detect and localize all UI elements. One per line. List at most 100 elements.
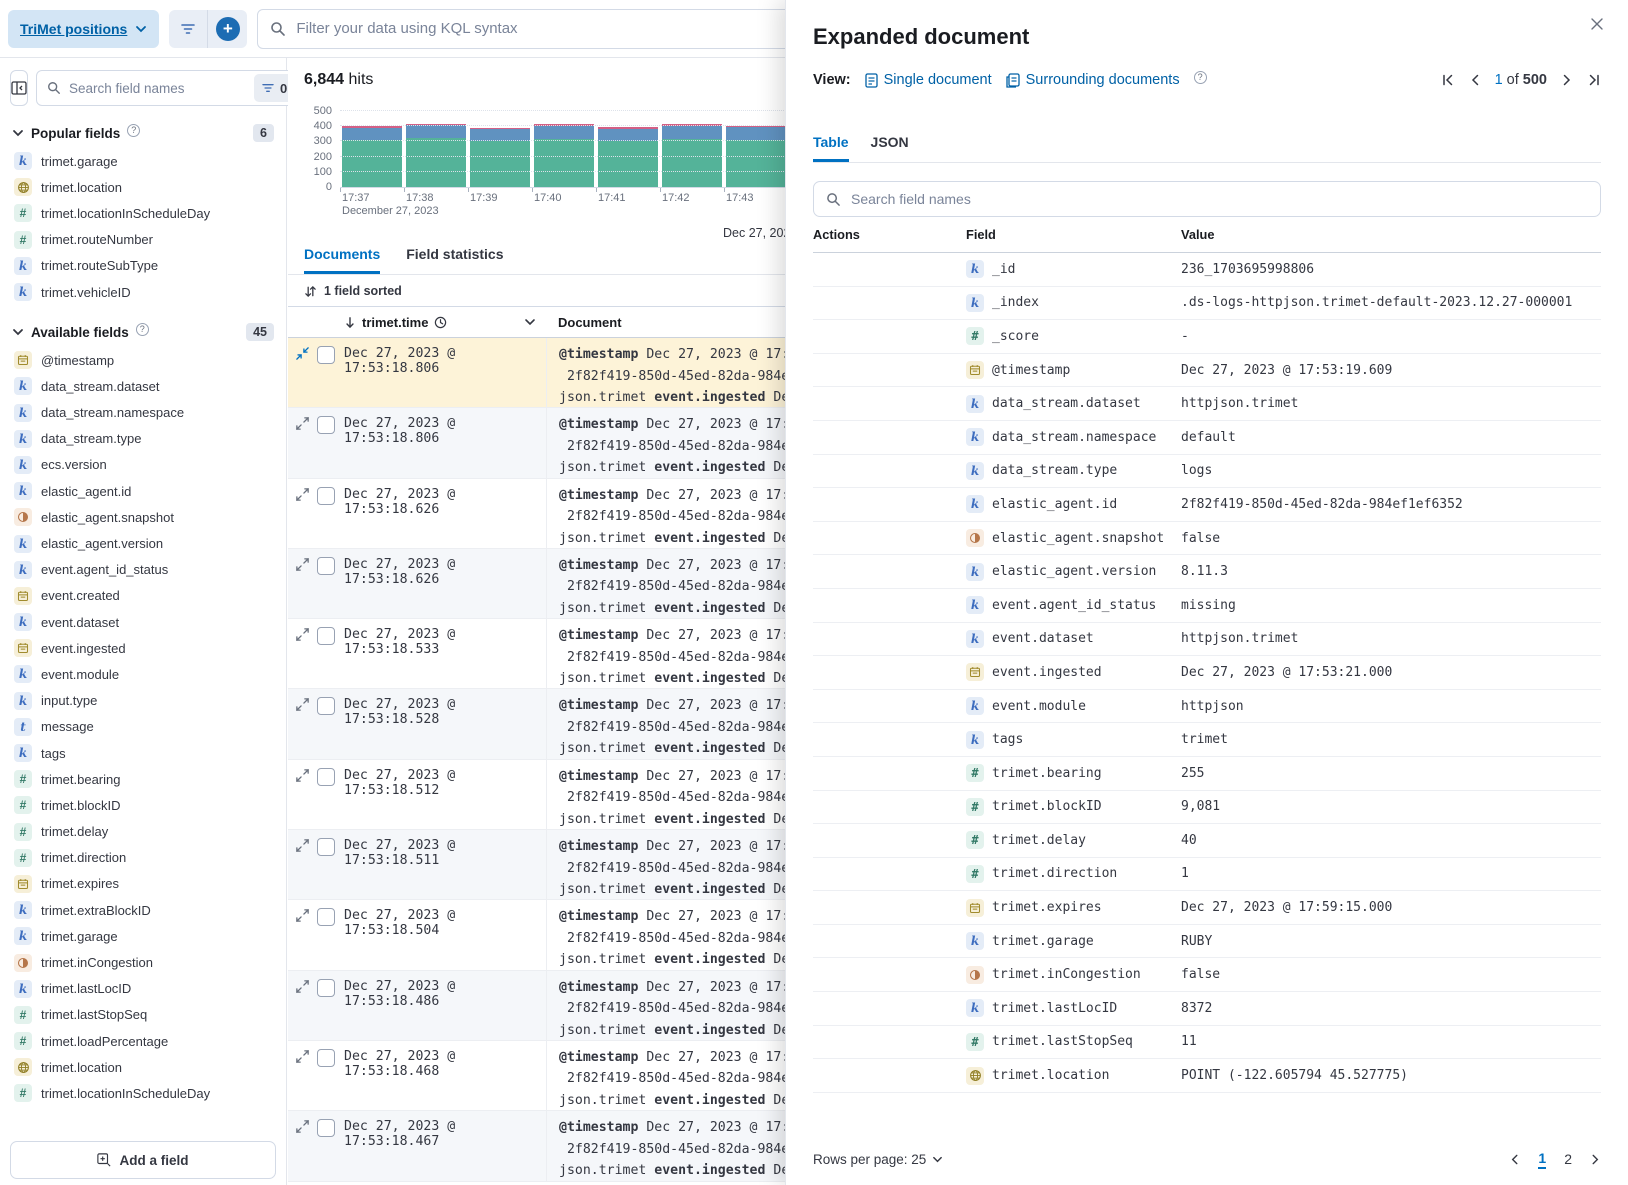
field-item[interactable]: k elastic_agent.id (10, 478, 276, 504)
field-item[interactable]: k tags (10, 740, 276, 766)
last-document-button[interactable] (1587, 73, 1601, 87)
field-item[interactable]: k elastic_agent.version (10, 530, 276, 556)
field-item[interactable]: # trimet.loadPercentage (10, 1028, 276, 1054)
field-item[interactable]: trimet.location (10, 174, 276, 200)
field-item[interactable]: # trimet.direction (10, 845, 276, 871)
field-item[interactable]: event.ingested (10, 635, 276, 661)
field-item[interactable]: k trimet.vehicleID (10, 279, 276, 305)
flyout-field-row[interactable]: k trimet.garage RUBY (813, 925, 1601, 959)
flyout-field-row[interactable]: k event.dataset httpjson.trimet (813, 623, 1601, 657)
flyout-field-row[interactable]: k data_stream.dataset httpjson.trimet (813, 387, 1601, 421)
histogram-bar[interactable] (662, 124, 722, 187)
expand-document-icon[interactable] (295, 1049, 310, 1067)
field-item[interactable]: k trimet.lastLocID (10, 976, 276, 1002)
field-item[interactable]: elastic_agent.snapshot (10, 504, 276, 530)
field-item[interactable]: # trimet.bearing (10, 766, 276, 792)
field-item[interactable]: trimet.inCongestion (10, 949, 276, 975)
view-surrounding-documents-link[interactable]: Surrounding documents (1005, 72, 1180, 88)
field-item[interactable]: trimet.location (10, 1054, 276, 1080)
flyout-field-row[interactable]: trimet.expires Dec 27, 2023 @ 17:59:15.00… (813, 891, 1601, 925)
flyout-field-row[interactable]: # trimet.direction 1 (813, 858, 1601, 892)
field-item[interactable]: k event.dataset (10, 609, 276, 635)
flyout-field-row[interactable]: event.ingested Dec 27, 2023 @ 17:53:21.00… (813, 656, 1601, 690)
histogram-bar[interactable] (470, 127, 530, 187)
column-options-chevron-icon[interactable] (524, 316, 536, 328)
field-item[interactable]: k trimet.extraBlockID (10, 897, 276, 923)
histogram-bar[interactable] (342, 126, 402, 187)
expand-document-icon[interactable] (295, 557, 310, 575)
histogram-bar[interactable] (726, 125, 786, 187)
field-item[interactable]: # trimet.blockID (10, 792, 276, 818)
flyout-field-row[interactable]: # trimet.blockID 9,081 (813, 791, 1601, 825)
field-item[interactable]: # trimet.delay (10, 819, 276, 845)
view-single-document-link[interactable]: Single document (864, 72, 992, 88)
field-item[interactable]: event.created (10, 583, 276, 609)
field-item[interactable]: k event.module (10, 661, 276, 687)
field-item[interactable]: k ecs.version (10, 452, 276, 478)
field-search-bar[interactable]: 0 (36, 70, 301, 106)
expand-document-icon[interactable] (295, 979, 310, 997)
row-checkbox[interactable] (317, 556, 335, 575)
field-item[interactable]: k data_stream.dataset (10, 373, 276, 399)
previous-page-button[interactable] (1509, 1153, 1520, 1166)
field-item[interactable]: trimet.expires (10, 871, 276, 897)
field-item[interactable]: k trimet.garage (10, 923, 276, 949)
histogram-bar[interactable] (406, 123, 466, 187)
flyout-field-row[interactable]: k event.agent_id_status missing (813, 589, 1601, 623)
time-column-header[interactable]: trimet.time (344, 315, 546, 330)
field-item[interactable]: k input.type (10, 688, 276, 714)
page-1-button[interactable]: 1 (1538, 1150, 1547, 1169)
field-item[interactable]: # trimet.lastStopSeq (10, 1002, 276, 1028)
flyout-field-row[interactable]: trimet.inCongestion false (813, 958, 1601, 993)
flyout-field-row[interactable]: k elastic_agent.version 8.11.3 (813, 555, 1601, 589)
field-item[interactable]: @timestamp (10, 347, 276, 373)
flyout-field-row[interactable]: elastic_agent.snapshot false (813, 522, 1601, 556)
expand-document-icon[interactable] (295, 487, 310, 505)
field-item[interactable]: k data_stream.namespace (10, 400, 276, 426)
flyout-field-row[interactable]: # trimet.delay 40 (813, 824, 1601, 858)
tab-json[interactable]: JSON (870, 134, 909, 150)
field-item[interactable]: k data_stream.type (10, 426, 276, 452)
flyout-field-row[interactable]: # trimet.lastStopSeq 11 (813, 1026, 1601, 1060)
row-checkbox[interactable] (317, 697, 335, 716)
flyout-field-row[interactable]: k _index .ds-logs-httpjson.trimet-default-… (813, 287, 1601, 321)
flyout-field-row[interactable]: @timestamp Dec 27, 2023 @ 17:53:19.609 (813, 354, 1601, 388)
rows-per-page-button[interactable]: Rows per page: 25 (813, 1152, 943, 1167)
expand-document-icon[interactable] (295, 1119, 310, 1137)
row-checkbox[interactable] (317, 767, 335, 786)
expand-document-icon[interactable] (295, 627, 310, 645)
popular-fields-header[interactable]: Popular fields ? 6 (12, 123, 274, 142)
field-item[interactable]: t message (10, 714, 276, 740)
expand-document-icon[interactable] (295, 697, 310, 715)
flyout-field-row[interactable]: # _score - (813, 320, 1601, 354)
field-item[interactable]: k trimet.garage (10, 148, 276, 174)
row-checkbox[interactable] (317, 486, 335, 505)
collapse-sidebar-button[interactable] (10, 70, 28, 106)
data-view-picker[interactable]: TriMet positions (8, 9, 160, 48)
expand-document-icon[interactable] (295, 838, 310, 856)
flyout-field-row[interactable]: k elastic_agent.id 2f82f419-850d-45ed-82da… (813, 488, 1601, 522)
row-checkbox[interactable] (317, 838, 335, 857)
histogram-bar[interactable] (598, 127, 658, 187)
row-checkbox[interactable] (317, 627, 335, 646)
flyout-field-search[interactable] (813, 181, 1601, 217)
flyout-field-row[interactable]: k _id 236_1703695998806 (813, 253, 1601, 287)
row-checkbox[interactable] (317, 346, 335, 364)
close-flyout-button[interactable] (1590, 12, 1614, 36)
add-filter-button[interactable]: + (208, 10, 247, 48)
row-checkbox[interactable] (317, 1048, 335, 1067)
expand-document-icon[interactable] (295, 768, 310, 786)
field-item[interactable]: # trimet.locationInScheduleDay (10, 1080, 276, 1106)
first-document-button[interactable] (1441, 73, 1455, 87)
flyout-field-row[interactable]: k event.module httpjson (813, 690, 1601, 724)
filter-menu-button[interactable] (169, 9, 209, 48)
field-item[interactable]: # trimet.routeNumber (10, 227, 276, 253)
flyout-field-row[interactable]: k trimet.lastLocID 8372 (813, 992, 1601, 1026)
flyout-field-row[interactable]: k data_stream.namespace default (813, 421, 1601, 455)
page-2-button[interactable]: 2 (1564, 1151, 1572, 1167)
next-document-button[interactable] (1561, 73, 1573, 87)
row-checkbox[interactable] (317, 1119, 335, 1138)
tab-documents[interactable]: Documents (304, 246, 381, 274)
add-field-button[interactable]: Add a field (10, 1141, 276, 1179)
sorted-fields-button[interactable]: 1 field sorted (304, 284, 402, 298)
